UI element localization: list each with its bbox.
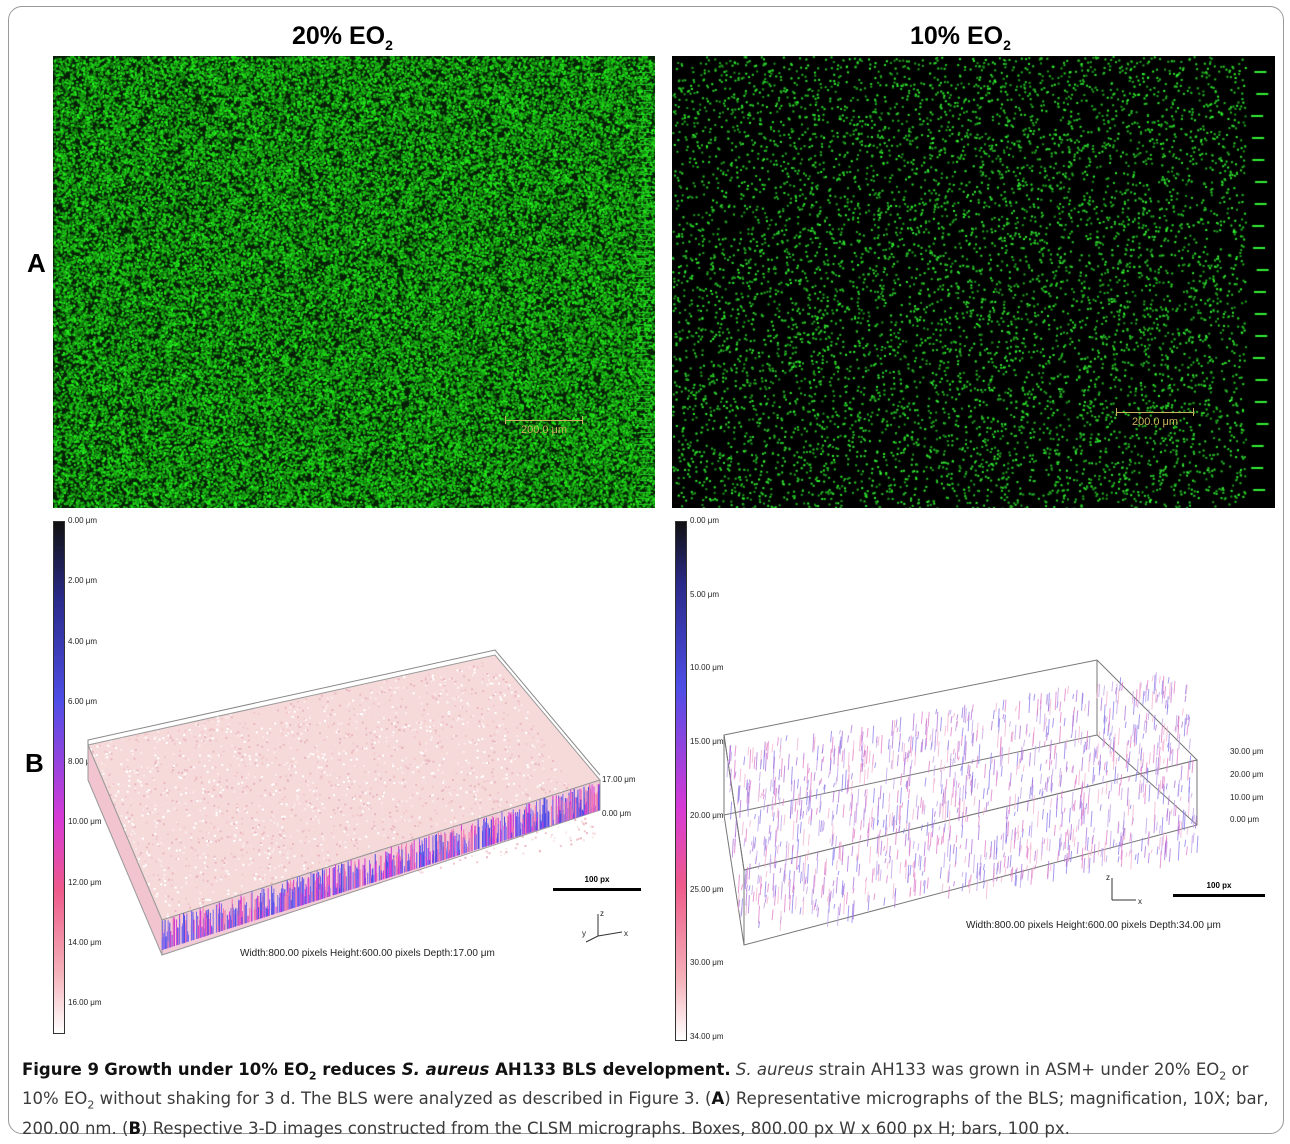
svg-text:z: z [600, 909, 604, 918]
axes-triad-icon: y z x [582, 909, 628, 943]
z-label-top: 17.00 μm [602, 775, 636, 784]
z-label-2: 10.00 μm [1230, 793, 1264, 802]
100px-scale-bar: 100 px [1173, 881, 1265, 897]
z-label-3: 0.00 μm [1230, 815, 1260, 824]
colorbar-tick-label: 16.00 μm [68, 998, 102, 1007]
colorbar-tick-label: 34.00 μm [690, 1032, 724, 1041]
colorbar-tick-label: 0.00 μm [690, 516, 720, 525]
surface-3d-plot [87, 649, 601, 956]
colorbar-tick-label: 20.00 μm [690, 810, 724, 820]
colorbar-tick-label: 15.00 μm [690, 737, 724, 747]
depth-colorbar [675, 521, 687, 1041]
colorbar-tick-label: 2.00 μm [68, 576, 98, 586]
depth-colorbar [53, 521, 65, 1034]
figure-label: Figure 9 [22, 1060, 100, 1079]
colorbar-tick-label: 8.00 μm [68, 757, 98, 766]
surface-3d-plot [723, 659, 1199, 946]
panel-3d-10-percent: 0.00 μm 5.00 μm 10.00 μm 15.00 μm 20.00 μm 25… [662, 515, 1278, 1045]
svg-text:x: x [1138, 897, 1142, 906]
z-label-bottom: 0.00 μm [602, 809, 632, 818]
colorbar-tick-label: 4.00 μm [68, 636, 98, 646]
colorbar-tick-label: 10.00 μm [68, 817, 102, 827]
row-label-b: B [25, 748, 44, 778]
colorbar-tick-label: 30.00 μm [690, 958, 724, 968]
row-label-a: A [27, 248, 46, 278]
svg-text:x: x [624, 929, 628, 938]
panel-3d-20-percent: 0.00 μm 2.00 μm 4.00 μm 6.00 μm 8.00 μm 10.00… [40, 515, 660, 1045]
figure-frame [8, 6, 1284, 1134]
axes-triad-icon: z x [1106, 873, 1142, 906]
colorbar-tick-label: 12.00 μm [68, 877, 102, 887]
svg-text:y: y [582, 929, 586, 938]
dimensions-text: Width:800.00 pixels Height:600.00 pixels… [240, 948, 495, 959]
micrograph-20-percent: 200.0 μm [53, 56, 655, 508]
100px-scale-bar: 100 px [553, 875, 641, 891]
colorbar-tick-label: 6.00 μm [68, 696, 98, 706]
colorbar-tick-label: 25.00 μm [690, 884, 724, 894]
column-title-20: 20% EO2 [292, 22, 393, 53]
z-label-1: 20.00 μm [1230, 770, 1264, 779]
colorbar-tick-label: 0.00 μm [68, 516, 98, 525]
colorbar-tick-label: 14.00 μm [68, 937, 102, 947]
svg-text:z: z [1106, 873, 1110, 882]
colorbar-tick-label: 10.00 μm [690, 663, 724, 673]
z-label-0: 30.00 μm [1230, 747, 1264, 756]
column-title-10: 10% EO2 [910, 22, 1011, 53]
colorbar-tick-label: 5.00 μm [690, 589, 720, 599]
micrograph-10-percent: 200.0 μm [672, 56, 1275, 508]
figure-caption: Figure 9 Growth under 10% EO2 reduces S.… [22, 1060, 1269, 1138]
dimensions-text: Width:800.00 pixels Height:600.00 pixels… [966, 920, 1221, 931]
